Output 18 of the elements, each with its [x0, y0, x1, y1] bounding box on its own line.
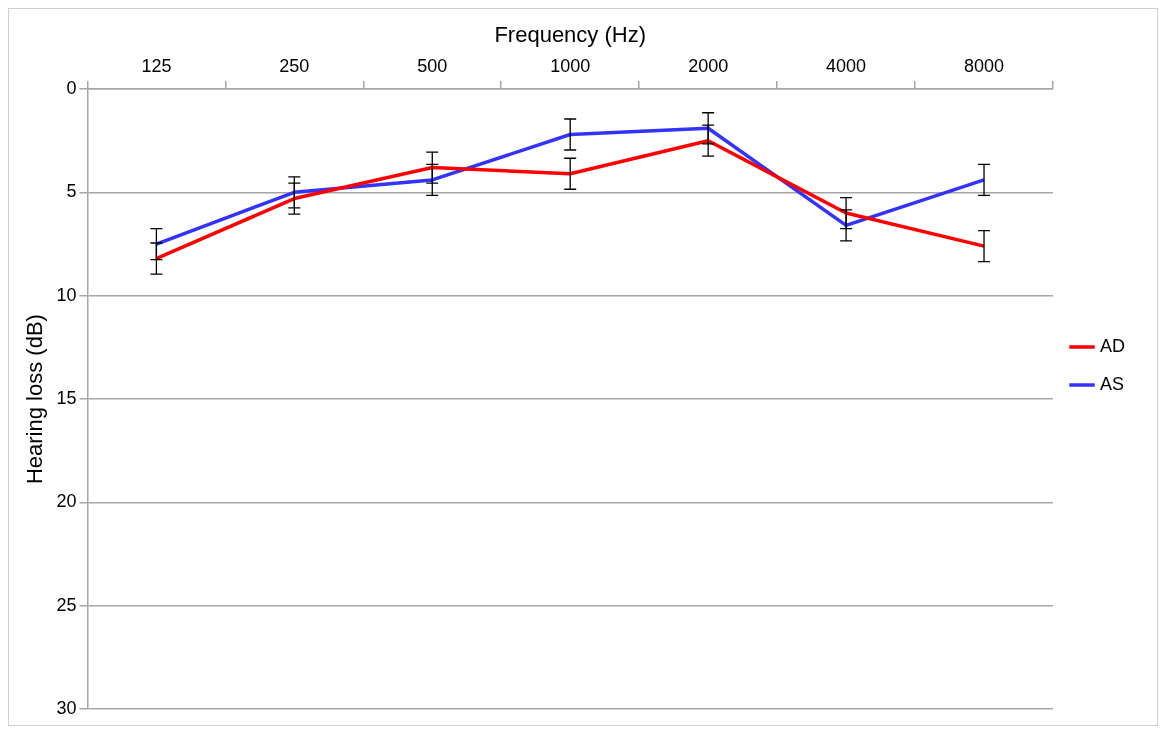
x-tick-label: 4000: [826, 56, 867, 77]
y-tick-label: 10: [56, 284, 77, 305]
y-tick-label: 30: [56, 698, 77, 719]
x-tick-label: 1000: [550, 56, 591, 77]
legend-label: AD: [1100, 335, 1126, 356]
y-tick-label: 20: [56, 491, 77, 512]
x-tick-label: 250: [279, 56, 310, 77]
x-tick-label: 2000: [688, 56, 729, 77]
x-axis-title: Frequency (Hz): [494, 22, 647, 48]
x-tick-label: 125: [141, 56, 172, 77]
y-tick-label: 25: [56, 594, 77, 615]
y-tick-label: 5: [66, 181, 77, 202]
x-tick-label: 8000: [964, 56, 1005, 77]
legend-label: AS: [1100, 373, 1125, 394]
x-tick-label: 500: [417, 56, 448, 77]
y-axis-title: Hearing loss (dB): [22, 314, 48, 485]
y-tick-label: 0: [66, 77, 77, 98]
y-tick-label: 15: [56, 388, 77, 409]
